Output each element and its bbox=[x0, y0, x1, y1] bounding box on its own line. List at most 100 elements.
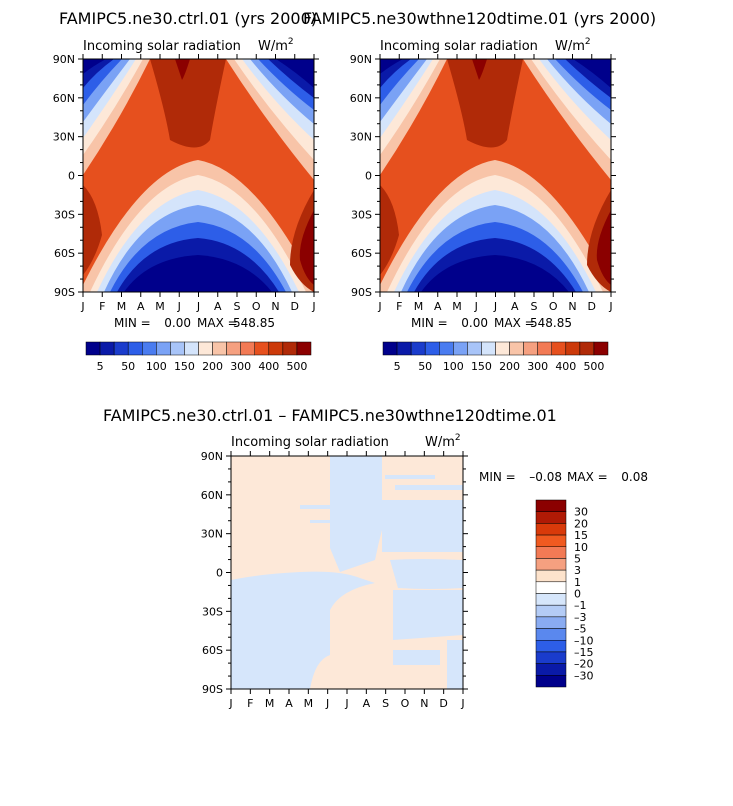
x-tick-label: M bbox=[117, 300, 127, 313]
colorbar-label: –15 bbox=[574, 646, 594, 659]
colorbar-swatch bbox=[282, 341, 298, 356]
y-tick-label: 60S bbox=[202, 644, 223, 657]
colorbar-label: 150 bbox=[174, 360, 195, 373]
x-tick-label: J bbox=[228, 697, 232, 710]
colorbar-swatch bbox=[535, 651, 567, 664]
colorbar-swatch bbox=[226, 341, 241, 356]
x-tick-label: F bbox=[247, 697, 253, 710]
y-tick-label: 60S bbox=[351, 247, 372, 260]
colorbar-label: 200 bbox=[499, 360, 520, 373]
colorbar-swatch bbox=[535, 523, 567, 536]
x-tick-label: M bbox=[265, 697, 275, 710]
x-tick-label: J bbox=[474, 300, 478, 313]
tick-marks bbox=[78, 54, 319, 297]
x-tick-label: O bbox=[401, 697, 410, 710]
colorbar-swatch bbox=[535, 616, 567, 629]
colorbar-swatch bbox=[535, 558, 567, 571]
units-label: W/m2 bbox=[555, 37, 591, 54]
contour-field bbox=[83, 59, 314, 292]
y-tick-label: 60N bbox=[201, 489, 223, 502]
y-tick-label: 90N bbox=[53, 53, 75, 66]
colorbar-swatch bbox=[439, 341, 454, 356]
y-tick-label: 90S bbox=[54, 286, 75, 299]
y-tick-label: 30S bbox=[54, 208, 75, 221]
x-tick-label: S bbox=[382, 697, 389, 710]
difference-field bbox=[231, 456, 463, 689]
colorbar-swatch bbox=[382, 341, 398, 356]
y-tick-label: 60S bbox=[54, 247, 75, 260]
colorbar: 5 50 100 150 200 300 400 500 bbox=[382, 341, 609, 373]
units-label: W/m2 bbox=[258, 37, 294, 54]
x-tick-label: J bbox=[608, 300, 612, 313]
x-tick-label: O bbox=[549, 300, 558, 313]
colorbar-label: 5 bbox=[574, 552, 581, 565]
x-tick-label: A bbox=[285, 697, 293, 710]
colorbar-swatch bbox=[156, 341, 171, 356]
colorbar-swatch bbox=[535, 675, 567, 688]
x-tick-label: M bbox=[155, 300, 165, 313]
x-tick-label: N bbox=[271, 300, 279, 313]
colorbar-swatch bbox=[198, 341, 213, 356]
x-tick-label: J bbox=[80, 300, 84, 313]
y-tick-label: 30N bbox=[201, 528, 223, 541]
y-tick-label: 30N bbox=[350, 131, 372, 144]
x-tick-label: J bbox=[325, 697, 329, 710]
x-tick-label: J bbox=[311, 300, 315, 313]
panel-title: FAMIPC5.ne30.ctrl.01 (yrs 2000) bbox=[59, 9, 317, 28]
colorbar-swatch bbox=[113, 341, 129, 356]
stats-max-value: 0.08 bbox=[621, 470, 648, 484]
colorbar-swatch bbox=[127, 341, 143, 356]
colorbar-swatch bbox=[565, 341, 581, 356]
colorbar-swatch bbox=[535, 499, 567, 512]
colorbar-swatch bbox=[535, 546, 567, 559]
colorbar-label: –10 bbox=[574, 634, 594, 647]
x-tick-label: D bbox=[588, 300, 596, 313]
x-tick-label: J bbox=[460, 697, 464, 710]
x-tick-label: M bbox=[452, 300, 462, 313]
colorbar-label: 20 bbox=[574, 517, 588, 530]
stats-max-label: MAX = bbox=[567, 470, 608, 484]
colorbar-label: 5 bbox=[394, 360, 401, 373]
panel-difference: FAMIPC5.ne30.ctrl.01 – FAMIPC5.ne30wthne… bbox=[103, 406, 648, 710]
x-tick-label: F bbox=[396, 300, 402, 313]
colorbar-swatch bbox=[424, 341, 440, 356]
y-tick-label: 60N bbox=[350, 92, 372, 105]
y-tick-label: 30N bbox=[53, 131, 75, 144]
stats-max-label: MAX = bbox=[494, 316, 535, 330]
stats-max-label: MAX = bbox=[197, 316, 238, 330]
y-tick-label: 30S bbox=[202, 605, 223, 618]
colorbar-label: 300 bbox=[527, 360, 548, 373]
colorbar-label: –30 bbox=[574, 669, 594, 682]
stats-min-label: MIN = bbox=[411, 316, 448, 330]
colorbar-label: 150 bbox=[471, 360, 492, 373]
panel-wthne120: FAMIPC5.ne30wthne120dtime.01 (yrs 2000) … bbox=[303, 9, 656, 373]
colorbar-swatch bbox=[579, 341, 595, 356]
colorbar-label: 200 bbox=[202, 360, 223, 373]
x-tick-label: O bbox=[252, 300, 261, 313]
colorbar-label: –5 bbox=[574, 623, 587, 636]
x-tick-label: N bbox=[420, 697, 428, 710]
panel-title: FAMIPC5.ne30wthne120dtime.01 (yrs 2000) bbox=[303, 9, 656, 28]
colorbar-swatch bbox=[481, 341, 496, 356]
colorbar-swatch bbox=[535, 581, 567, 594]
colorbar-swatch bbox=[396, 341, 412, 356]
colorbar-swatch bbox=[296, 341, 312, 356]
x-tick-label: M bbox=[414, 300, 424, 313]
y-tick-label: 90N bbox=[350, 53, 372, 66]
colorbar-swatch bbox=[551, 341, 567, 356]
colorbar-swatch bbox=[467, 341, 482, 356]
colorbar-swatch bbox=[535, 534, 567, 547]
colorbar-swatch bbox=[535, 663, 567, 676]
colorbar-swatch bbox=[142, 341, 157, 356]
x-tick-label: J bbox=[493, 300, 497, 313]
colorbar-label: 100 bbox=[443, 360, 464, 373]
y-tick-label: 0 bbox=[68, 170, 75, 183]
colorbar-swatch bbox=[268, 341, 284, 356]
y-tick-label: 0 bbox=[216, 567, 223, 580]
x-tick-label: A bbox=[511, 300, 519, 313]
x-tick-label: J bbox=[196, 300, 200, 313]
stats-max-value: 548.85 bbox=[530, 316, 572, 330]
